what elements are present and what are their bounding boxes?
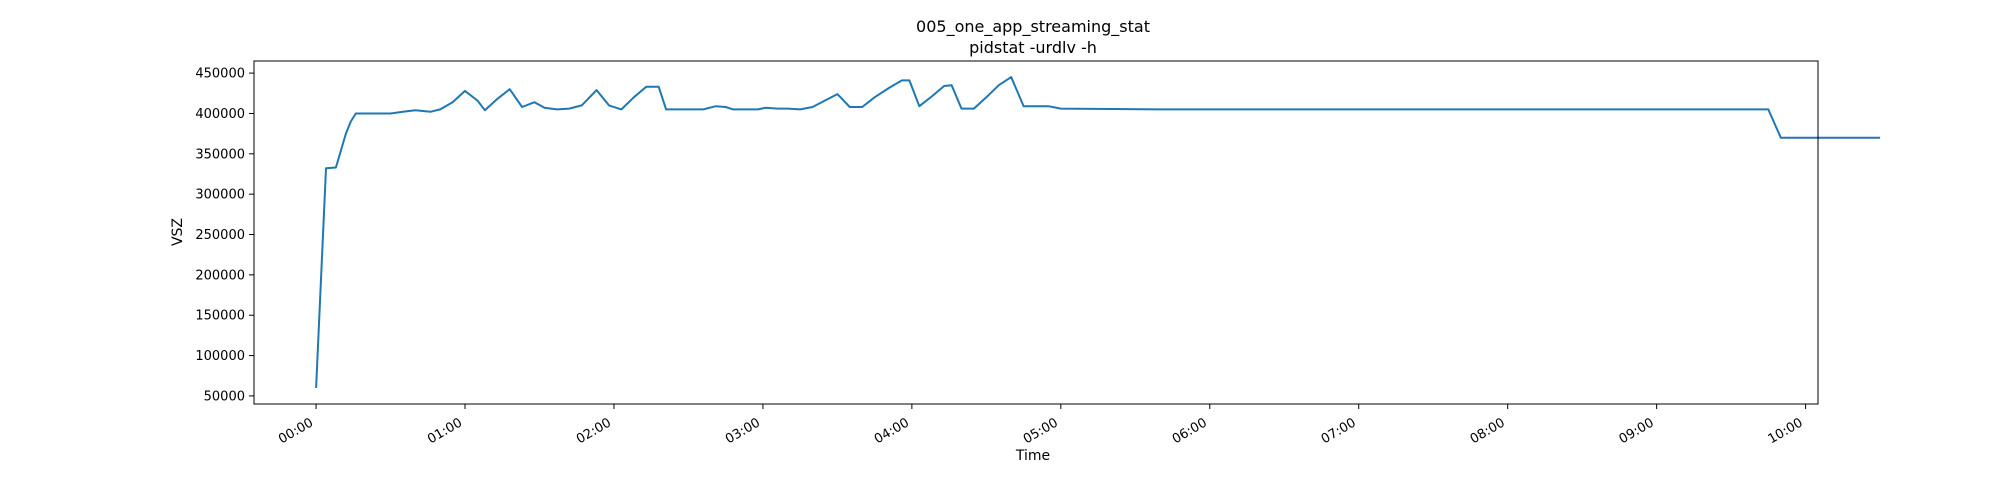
y-axis-label: VSZ [170,218,186,246]
x-tick-label: 05:00 [1021,415,1061,447]
x-tick-label: 00:00 [276,415,316,447]
y-tick-label: 150000 [195,309,245,324]
y-tick-label: 50000 [204,389,245,404]
y-tick-label: 400000 [195,107,245,122]
x-tick-label: 07:00 [1319,415,1359,447]
chart-title: 005_one_app_streaming_stat [916,17,1150,37]
y-tick-label: 450000 [195,67,245,82]
x-tick-label: 06:00 [1170,415,1210,447]
x-tick-label: 10:00 [1766,415,1806,447]
x-tick-label: 09:00 [1617,415,1657,447]
y-axis-ticks: 50000 100000 150000 200000 250000 300000 35000… [195,67,254,404]
x-tick-label: 08:00 [1468,415,1508,447]
series-line-0 [315,76,1881,388]
y-tick-label: 100000 [195,349,245,364]
y-tick-label: 300000 [195,188,245,203]
x-tick-label: 02:00 [574,415,614,447]
chart-subtitle: pidstat -urdlv -h [969,38,1097,57]
plot-frame [253,60,1819,405]
x-tick-label: 01:00 [425,415,465,447]
x-tick-label: 04:00 [872,415,912,447]
x-axis-label: Time [1015,448,1050,464]
x-tick-label: 03:00 [723,415,763,447]
plot-area [253,60,1881,405]
x-axis-ticks: 00:00 01:00 02:00 03:00 04:00 05:00 06:00 07:00… [276,404,1807,447]
y-tick-label: 200000 [195,268,245,283]
y-tick-label: 250000 [195,228,245,243]
y-tick-label: 350000 [195,147,245,162]
